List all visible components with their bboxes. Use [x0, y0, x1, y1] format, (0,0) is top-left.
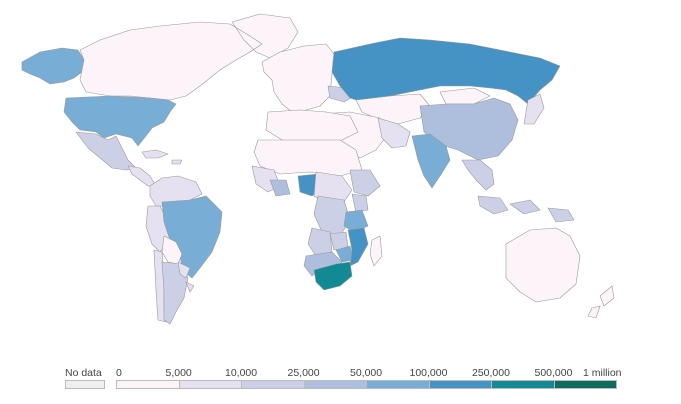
region-kazakhstan-central-asia[interactable]	[355, 93, 431, 125]
region-japan[interactable]	[523, 93, 545, 125]
region-usa[interactable]	[63, 95, 177, 147]
region-australia[interactable]	[505, 227, 581, 303]
region-colombia-venezuela[interactable]	[149, 175, 203, 207]
region-alaska[interactable]	[21, 47, 85, 85]
region-mongolia[interactable]	[439, 87, 491, 105]
region-new-zealand[interactable]	[587, 285, 615, 319]
region-paraguay-uruguay[interactable]	[177, 261, 195, 293]
region-south-africa[interactable]	[313, 261, 353, 291]
region-india[interactable]	[411, 133, 451, 189]
region-indonesia[interactable]	[477, 195, 575, 223]
region-canada-greenland[interactable]	[79, 13, 299, 101]
region-mozambique[interactable]	[347, 227, 369, 267]
region-mexico[interactable]	[75, 131, 137, 171]
region-north-africa[interactable]	[265, 109, 359, 143]
region-kenya[interactable]	[351, 193, 369, 213]
region-caribbean[interactable]	[141, 149, 183, 165]
region-angola[interactable]	[307, 227, 333, 257]
region-ghana-ivory-coast[interactable]	[269, 179, 291, 197]
region-madagascar[interactable]	[369, 235, 383, 267]
region-central-america[interactable]	[127, 165, 157, 187]
region-iran[interactable]	[377, 117, 411, 149]
region-ethiopia[interactable]	[349, 169, 381, 197]
region-europe[interactable]	[261, 43, 335, 113]
region-southeast-asia[interactable]	[461, 159, 495, 191]
